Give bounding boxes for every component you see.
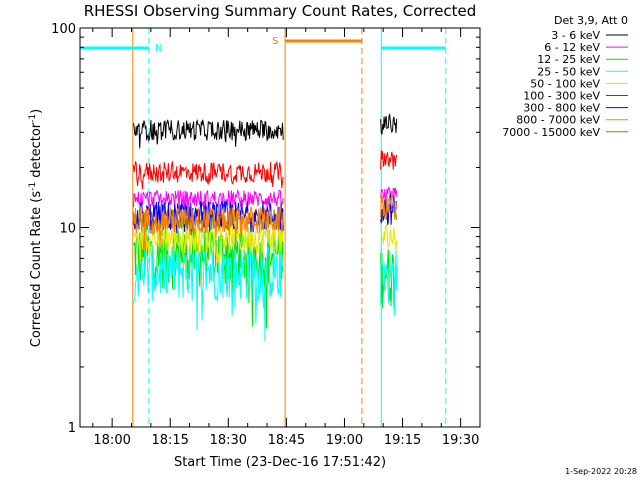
x-tick-label: 18:30	[210, 433, 247, 448]
legend-label: 6 - 12 keV	[544, 41, 600, 54]
series-line	[132, 160, 284, 190]
series-line	[132, 118, 284, 149]
legend-label: 25 - 50 keV	[537, 65, 600, 78]
y-tick-label: 10	[59, 222, 76, 237]
series-line	[380, 223, 398, 251]
series-line	[380, 186, 398, 207]
legend-label: 800 - 7000 keV	[516, 114, 600, 127]
x-ticks: 18:00 18:15 18:30 18:45 19:00 19:15 19:30	[92, 28, 481, 448]
series-line	[380, 150, 398, 170]
series-line	[132, 222, 284, 269]
legend-label: 12 - 25 keV	[537, 53, 600, 66]
legend-label: 50 - 100 keV	[530, 77, 600, 90]
y-tick-label: 100	[51, 22, 76, 37]
legend-title: Det 3,9, Att 0	[554, 14, 628, 27]
series-line	[132, 205, 284, 249]
timestamp: 1-Sep-2022 20:28	[565, 467, 637, 476]
series-line	[380, 248, 398, 316]
x-tick-label: 19:00	[326, 433, 363, 448]
night-saa-markers: NS	[79, 28, 447, 427]
x-tick-label: 19:30	[442, 433, 479, 448]
chart-title: RHESSI Observing Summary Count Rates, Co…	[84, 2, 477, 20]
legend-label: 100 - 300 keV	[523, 90, 600, 103]
series-line	[380, 112, 398, 135]
y-axis-label: Corrected Count Rate (s-1 detector-1)	[28, 109, 44, 347]
x-axis-label: Start Time (23-Dec-16 17:51:42)	[174, 455, 386, 470]
y-ticks: 1 10 100	[51, 22, 480, 436]
saa-label: S	[272, 36, 278, 47]
x-tick-label: 18:15	[151, 433, 188, 448]
y-tick-label: 1	[68, 421, 76, 436]
series-line	[132, 244, 284, 342]
series-line	[380, 191, 398, 220]
x-tick-label: 19:15	[384, 433, 421, 448]
legend-label: 3 - 6 keV	[551, 29, 600, 42]
legend-label: 7000 - 15000 keV	[502, 126, 600, 139]
legend-label: 300 - 800 keV	[523, 102, 600, 115]
x-tick-label: 18:45	[268, 433, 305, 448]
series-layer	[132, 112, 398, 342]
x-tick-label: 18:00	[93, 433, 130, 448]
night-label: N	[155, 43, 162, 54]
